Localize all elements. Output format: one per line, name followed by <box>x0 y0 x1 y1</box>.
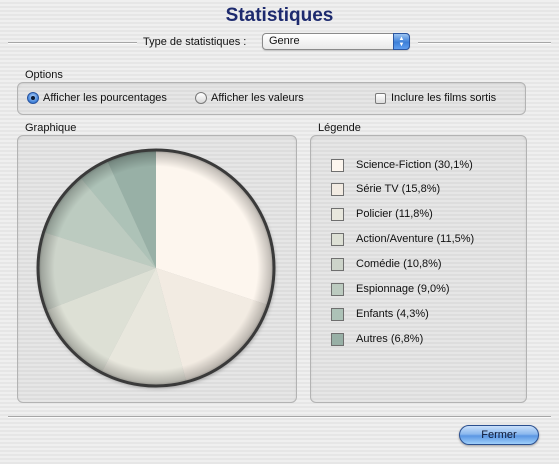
legend-item: Science-Fiction (30,1%) <box>331 157 473 173</box>
include-released-checkbox[interactable] <box>375 92 386 104</box>
legend-item: Comédie (10,8%) <box>331 256 442 272</box>
legend-item: Policier (11,8%) <box>331 206 433 222</box>
legend-group: Science-Fiction (30,1%) Série TV (15,8%)… <box>310 135 527 403</box>
pie-rim <box>36 148 276 388</box>
window-title: Statistiques <box>225 5 334 26</box>
legend-title: Légende <box>318 122 361 134</box>
options-group <box>17 82 526 115</box>
separator-right <box>418 42 551 44</box>
pie-chart <box>36 148 276 388</box>
radio-percent-label: Afficher les pourcentages <box>43 92 167 104</box>
legend-swatch <box>331 307 344 321</box>
legend-item: Enfants (4,3%) <box>331 306 429 322</box>
legend-item: Autres (6,8%) <box>331 331 423 347</box>
legend-swatch <box>331 282 344 296</box>
legend-swatch <box>331 332 344 346</box>
legend-label: Espionnage (9,0%) <box>356 283 450 295</box>
radio-values[interactable] <box>195 92 207 104</box>
legend-label: Comédie (10,8%) <box>356 258 442 270</box>
radio-values-label: Afficher les valeurs <box>211 92 304 104</box>
radio-values-option[interactable]: Afficher les valeurs <box>195 92 304 104</box>
stat-type-value: Genre <box>269 35 300 47</box>
options-title: Options <box>25 69 63 81</box>
close-button[interactable]: Fermer <box>459 425 539 445</box>
legend-swatch <box>331 182 344 196</box>
legend-label: Série TV (15,8%) <box>356 183 441 195</box>
stat-type-label: Type de statistiques : <box>143 36 247 48</box>
legend-label: Policier (11,8%) <box>356 208 433 220</box>
include-released-label: Inclure les films sortis <box>391 92 497 104</box>
legend-swatch <box>331 158 344 172</box>
legend-label: Enfants (4,3%) <box>356 308 429 320</box>
legend-item: Série TV (15,8%) <box>331 181 440 197</box>
legend-label: Action/Aventure (11,5%) <box>356 233 475 245</box>
legend-swatch <box>331 257 344 271</box>
graph-group <box>17 135 297 403</box>
radio-percent-option[interactable]: Afficher les pourcentages <box>27 92 167 104</box>
legend-swatch <box>331 232 344 246</box>
legend-swatch <box>331 207 344 221</box>
graph-title: Graphique <box>25 122 77 134</box>
legend-label: Science-Fiction (30,1%) <box>356 159 473 171</box>
separator-left <box>8 42 137 44</box>
radio-percent[interactable] <box>27 92 39 104</box>
bottom-separator <box>8 416 551 418</box>
legend-label: Autres (6,8%) <box>356 333 424 345</box>
stat-type-select[interactable]: Genre ▲ ▼ <box>262 33 410 50</box>
chevron-up-down-icon: ▲ ▼ <box>393 33 410 50</box>
legend-item: Espionnage (9,0%) <box>331 281 450 297</box>
legend-item: Action/Aventure (11,5%) <box>331 231 474 247</box>
include-released-option[interactable]: Inclure les films sortis <box>375 92 496 104</box>
